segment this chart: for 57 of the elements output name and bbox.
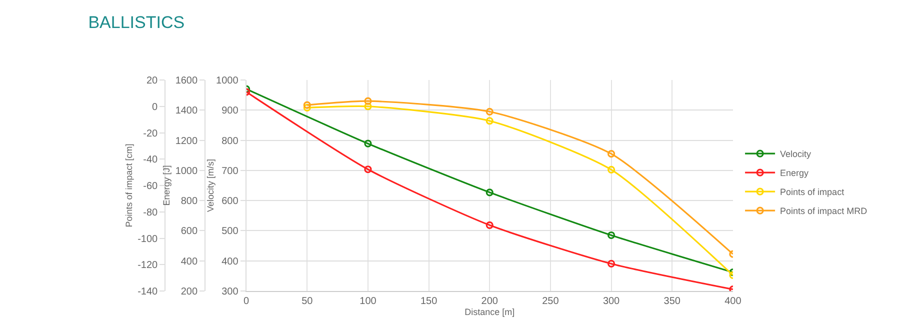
y2-tick-label: 1000 (175, 166, 198, 177)
chart-title: BALLISTICS (88, 12, 185, 32)
point (607, 166, 616, 174)
y3-tick-label: -80 (143, 207, 158, 218)
y3-axis-title: Points of impact [cm] (124, 144, 134, 228)
point (364, 102, 372, 110)
x-tick-label: 400 (724, 296, 742, 307)
point (303, 104, 311, 112)
y3-tick-label: -100 (138, 234, 158, 245)
x-tick-label: 50 (302, 296, 314, 307)
y3-tick-label: -60 (143, 181, 158, 192)
point (364, 140, 372, 148)
x-tick-label: 100 (360, 296, 377, 307)
x-tick-label: 150 (420, 296, 438, 307)
y2-tick-label: 1400 (175, 106, 198, 117)
point (364, 166, 372, 174)
point (607, 150, 616, 158)
y2-tick-label: 800 (180, 196, 198, 208)
point (486, 108, 494, 116)
x-tick-label: 350 (664, 296, 681, 307)
x-axis-title: Distance [m] (464, 307, 515, 317)
y-tick-label: 400 (222, 256, 239, 268)
point (607, 260, 616, 268)
legend-label: Points of impact MRD (780, 206, 868, 216)
y2-tick-label: 1600 (175, 76, 198, 86)
legend-label: Energy (780, 168, 810, 178)
x-tick-label: 200 (481, 296, 498, 307)
point (486, 221, 494, 229)
y2-tick-label: 400 (180, 256, 198, 268)
y-tick-label: 700 (222, 166, 239, 177)
y3-tick-label: -40 (143, 154, 158, 166)
x-tick-label: 0 (244, 296, 250, 307)
point (607, 231, 616, 240)
point (303, 101, 311, 109)
y2-tick-label: 200 (180, 286, 198, 298)
point (486, 117, 494, 125)
y3-tick-label: 0 (152, 102, 158, 113)
y3-tick-label: -140 (138, 286, 158, 298)
point (364, 97, 372, 105)
y-tick-label: 1000 (216, 76, 239, 86)
point (486, 188, 494, 196)
legend-label: Velocity (780, 149, 812, 160)
y3-tick-label: 20 (146, 76, 158, 86)
y-axis-title: Velocity [m/s] (205, 158, 216, 212)
legend-label: Points of impact (780, 187, 845, 198)
y-tick-label: 300 (222, 286, 239, 298)
y-tick-label: 500 (222, 226, 239, 238)
x-tick-label: 300 (602, 296, 620, 307)
y-tick-label: 900 (222, 106, 239, 117)
y2-axis-title: Energy [J] (162, 165, 172, 206)
y2-tick-label: 1200 (175, 136, 198, 147)
y-tick-label: 800 (222, 136, 239, 147)
x-tick-label: 250 (542, 296, 560, 307)
y-tick-label: 600 (222, 196, 239, 208)
y3-tick-label: -20 (143, 128, 158, 140)
y3-tick-label: -120 (138, 260, 158, 272)
y2-tick-label: 600 (180, 226, 198, 238)
